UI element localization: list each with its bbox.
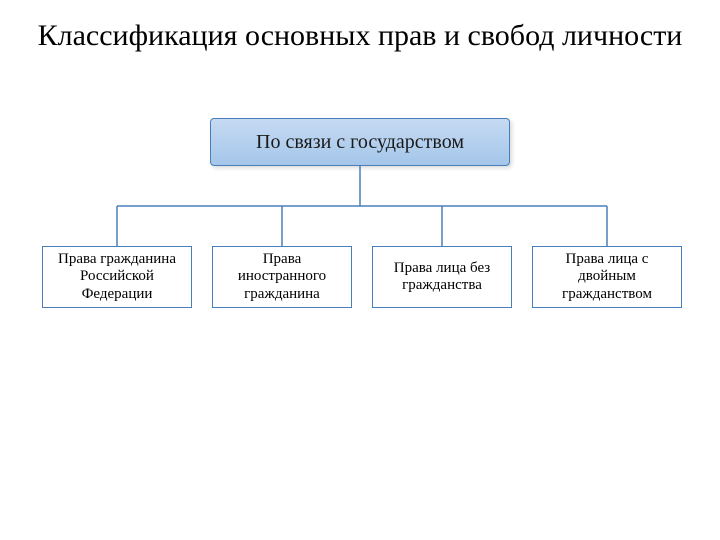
child-node-1: Права иностранного гражданина: [212, 246, 352, 308]
child-node-label: Права лица без гражданства: [379, 260, 505, 295]
root-node-label: По связи с государством: [256, 131, 464, 154]
child-node-label: Права иностранного гражданина: [219, 251, 345, 303]
child-node-0: Права гражданина Российской Федерации: [42, 246, 192, 308]
child-node-3: Права лица с двойным гражданством: [532, 246, 682, 308]
root-node: По связи с государством: [210, 118, 510, 166]
child-node-label: Права лица с двойным гражданством: [539, 251, 675, 303]
child-node-2: Права лица без гражданства: [372, 246, 512, 308]
child-node-label: Права гражданина Российской Федерации: [49, 251, 185, 303]
diagram-title: Классификация основных прав и свобод лич…: [0, 0, 720, 54]
